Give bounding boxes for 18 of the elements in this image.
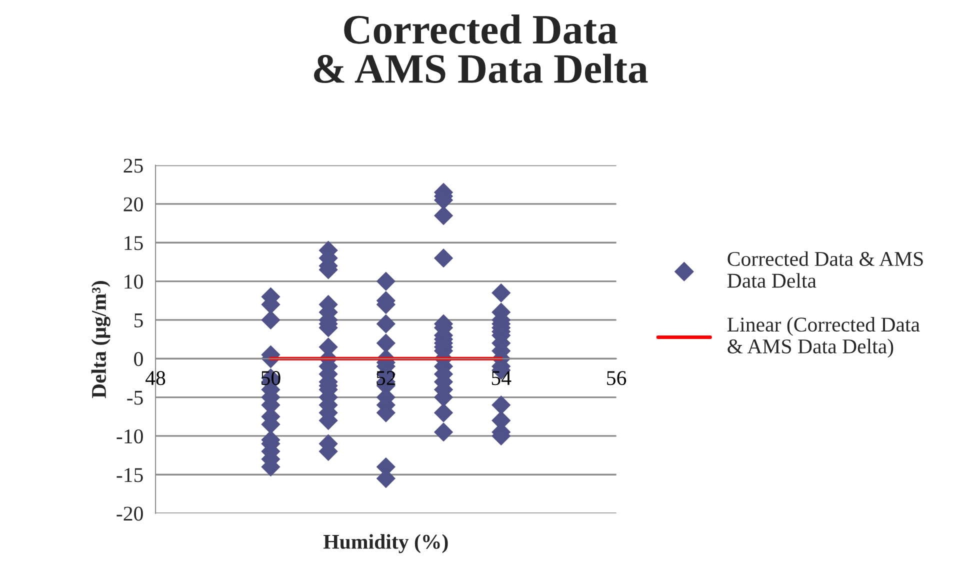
y-tick-label: -5 xyxy=(127,390,143,405)
x-tick-label: 48 xyxy=(146,371,166,386)
y-tick-label: 10 xyxy=(124,274,143,289)
y-tick-label: -10 xyxy=(116,429,143,444)
y-tick-label: 15 xyxy=(124,236,143,250)
y-tick-label: 20 xyxy=(124,197,143,212)
y-tick-label: -20 xyxy=(116,506,143,521)
chart-title: Corrected Data & AMS Data Delta xyxy=(314,14,648,84)
y-axis-title: Delta (µg/m³) xyxy=(91,281,110,398)
x-tick-label: 54 xyxy=(492,371,512,386)
x-tick-label: 56 xyxy=(607,371,626,386)
y-tick-label: 0 xyxy=(134,352,143,366)
legend-label: Corrected Data & AMS Data Delta xyxy=(727,251,923,288)
y-tick-label: -15 xyxy=(116,468,143,482)
legend-label: Linear (Corrected Data & AMS Data Delta) xyxy=(727,317,920,358)
y-tick-label: 5 xyxy=(134,314,143,328)
x-axis-title: Humidity (%) xyxy=(323,534,448,554)
y-tick-label: 25 xyxy=(124,158,143,173)
